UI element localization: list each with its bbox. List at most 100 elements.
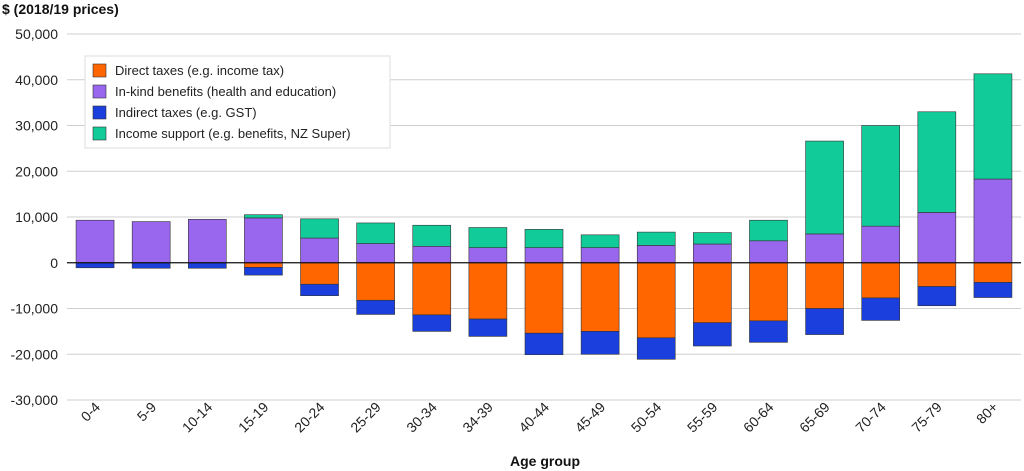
bar-segment bbox=[468, 318, 508, 337]
bar-segment bbox=[749, 219, 788, 242]
y-tick-label: -20,000 bbox=[11, 346, 59, 362]
x-tick-label: 25-29 bbox=[347, 399, 384, 436]
bar-segment bbox=[524, 229, 564, 248]
bar-segment bbox=[861, 297, 901, 321]
legend: Direct taxes (e.g. income tax) In-kind be… bbox=[84, 55, 391, 149]
bar-segment bbox=[412, 224, 452, 247]
legend-label: Income support (e.g. benefits, NZ Super) bbox=[115, 126, 351, 141]
bar-segment bbox=[412, 245, 452, 264]
bar-segment bbox=[636, 262, 676, 339]
bar-segment bbox=[300, 237, 339, 264]
bar-segment bbox=[131, 262, 171, 269]
y-tick-label: -10,000 bbox=[11, 301, 59, 317]
x-axis-title: Age group bbox=[510, 453, 580, 469]
bar-segment bbox=[468, 262, 508, 320]
bar-segment bbox=[973, 178, 1013, 264]
bar-segment bbox=[300, 283, 339, 296]
bar-segment bbox=[244, 262, 283, 268]
x-tick-label: 45-49 bbox=[572, 399, 609, 436]
bar-segment bbox=[356, 299, 395, 315]
bar-segment bbox=[524, 332, 564, 356]
bar-segment bbox=[749, 262, 788, 322]
legend-swatch bbox=[92, 63, 107, 78]
bar-segment bbox=[636, 245, 676, 264]
x-tick-label: 80+ bbox=[973, 399, 1001, 427]
x-tick-label: 10-14 bbox=[179, 399, 216, 436]
y-tick-label: 50,000 bbox=[15, 26, 58, 42]
bar-segment bbox=[524, 247, 564, 264]
bar-segment bbox=[244, 214, 283, 219]
bar-segment bbox=[244, 267, 283, 276]
legend-swatch bbox=[92, 126, 107, 141]
x-axis-ticks: 0-4 5-9 10-14 15-19 20-24 25-29 30-34 34-39 40-4… bbox=[78, 399, 1002, 436]
bar-segment bbox=[693, 262, 732, 323]
bar-segment bbox=[861, 225, 901, 264]
bar-segment bbox=[749, 240, 788, 264]
x-tick-label: 75-79 bbox=[908, 399, 945, 436]
bar-segment bbox=[636, 231, 676, 246]
bar-segment bbox=[580, 247, 620, 264]
bar-segment bbox=[917, 212, 957, 264]
x-tick-label: 34-39 bbox=[459, 399, 496, 436]
bar-segment bbox=[917, 262, 957, 287]
x-tick-label: 20-24 bbox=[291, 399, 328, 436]
bar-segment bbox=[973, 282, 1013, 298]
legend-label: Indirect taxes (e.g. GST) bbox=[115, 105, 257, 120]
bar-segment bbox=[973, 262, 1013, 283]
x-tick-label: 60-64 bbox=[740, 399, 777, 436]
bar-segment bbox=[300, 218, 339, 239]
bar-segment bbox=[75, 219, 115, 264]
x-tick-label: 5-9 bbox=[134, 399, 160, 425]
bar-segment bbox=[749, 320, 788, 343]
y-axis-title: $ (2018/19 prices) bbox=[2, 1, 119, 17]
bar-segment bbox=[693, 243, 732, 264]
bar-segment bbox=[861, 125, 901, 227]
bar-segment bbox=[973, 73, 1013, 180]
y-tick-label: -30,000 bbox=[11, 392, 59, 408]
bar-segment bbox=[187, 218, 227, 264]
bar-segment bbox=[693, 322, 732, 347]
x-tick-label: 50-54 bbox=[628, 399, 665, 436]
bar-segment bbox=[412, 314, 452, 332]
bar-segment bbox=[805, 233, 844, 264]
legend-label: Direct taxes (e.g. income tax) bbox=[115, 63, 284, 78]
bar-segment bbox=[244, 217, 283, 264]
bar-segment bbox=[187, 262, 227, 269]
x-tick-label: 0-4 bbox=[78, 399, 104, 425]
bars bbox=[75, 73, 1013, 360]
x-tick-label: 55-59 bbox=[684, 399, 721, 436]
x-tick-label: 70-74 bbox=[852, 399, 889, 436]
y-tick-label: 40,000 bbox=[15, 72, 58, 88]
y-tick-label: 30,000 bbox=[15, 118, 58, 134]
bar-segment bbox=[805, 308, 844, 335]
legend-swatch bbox=[92, 84, 107, 99]
y-tick-label: 20,000 bbox=[15, 163, 58, 179]
legend-box bbox=[84, 55, 391, 149]
x-tick-label: 15-19 bbox=[235, 399, 272, 436]
bar-segment bbox=[580, 234, 620, 248]
y-tick-label: 0 bbox=[50, 255, 58, 271]
bar-segment bbox=[356, 222, 395, 244]
bar-segment bbox=[300, 262, 339, 285]
x-tick-label: 30-34 bbox=[403, 399, 440, 436]
legend-label: In-kind benefits (health and education) bbox=[115, 84, 336, 99]
bar-segment bbox=[693, 232, 732, 245]
bar-segment bbox=[75, 262, 115, 269]
bar-segment bbox=[917, 111, 957, 213]
bar-segment bbox=[805, 140, 844, 235]
bar-segment bbox=[524, 262, 564, 334]
bar-segment bbox=[412, 262, 452, 316]
bar-segment bbox=[468, 247, 508, 264]
bar-segment bbox=[805, 262, 844, 309]
bar-segment bbox=[580, 331, 620, 355]
y-axis-ticks: 50,000 40,000 30,000 20,000 10,000 0 -10,000 -2… bbox=[11, 26, 59, 408]
bar-segment bbox=[861, 262, 901, 299]
bar-segment bbox=[131, 221, 171, 264]
bar-segment bbox=[917, 286, 957, 307]
bar-segment bbox=[580, 262, 620, 332]
bar-segment bbox=[636, 337, 676, 360]
bar-segment bbox=[356, 262, 395, 301]
bar-segment bbox=[356, 243, 395, 264]
